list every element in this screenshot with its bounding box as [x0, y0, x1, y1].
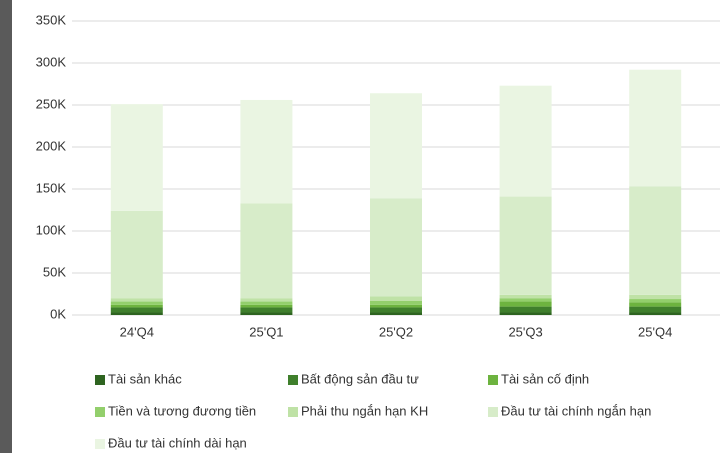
y-tick-label: 0K: [50, 306, 66, 321]
bar-segment: [370, 198, 422, 297]
y-tick-label: 350K: [36, 12, 67, 27]
y-tick-label: 50K: [43, 264, 66, 279]
bar-segment: [240, 203, 293, 299]
bar-segment: [110, 312, 163, 315]
bar-segment: [240, 304, 293, 308]
legend-swatch: [488, 375, 498, 385]
x-tick-label: 25'Q3: [508, 324, 542, 339]
bar-segment: [110, 104, 163, 211]
legend-label: Tài sản khác: [108, 371, 182, 386]
bar-segment: [110, 210, 163, 299]
legend-label: Đầu tư tài chính dài hạn: [108, 435, 247, 450]
bar-segment: [370, 93, 422, 199]
bar-segment: [629, 302, 682, 307]
bar-segment: [629, 299, 682, 303]
bar-segment: [499, 196, 552, 295]
legend-label: Tài sản cố định: [501, 371, 589, 386]
bar-segment: [629, 186, 682, 295]
legend-label: Đầu tư tài chính ngắn hạn: [501, 403, 651, 418]
bar-segment: [370, 300, 422, 305]
x-tick-label: 25'Q4: [638, 324, 672, 339]
bar-segment: [110, 301, 163, 305]
y-tick-label: 150K: [36, 180, 67, 195]
bar-segment: [110, 298, 163, 302]
legend-swatch: [95, 407, 105, 417]
legend-label: Tiền và tương đương tiền: [108, 403, 256, 418]
x-tick-label: 25'Q2: [379, 324, 413, 339]
legend-swatch: [488, 407, 498, 417]
bar-segment: [240, 301, 293, 305]
x-tick-label: 24'Q4: [120, 324, 154, 339]
bar-segment: [240, 312, 293, 315]
legend-swatch: [288, 375, 298, 385]
bar-segment: [240, 307, 293, 313]
bar-segment: [370, 304, 422, 308]
legend-label: Bất động sản đầu tư: [301, 371, 419, 386]
bar-segment: [240, 298, 293, 302]
bar-segment: [629, 312, 682, 315]
y-tick-label: 200K: [36, 138, 67, 153]
legend-swatch: [288, 407, 298, 417]
y-tick-label: 100K: [36, 222, 67, 237]
bar-segment: [629, 294, 682, 300]
bar-segment: [499, 294, 552, 299]
side-strip: [0, 0, 12, 453]
bar-segment: [110, 307, 163, 313]
legend-swatch: [95, 439, 105, 449]
bar-segment: [499, 312, 552, 315]
legend-label: Phải thu ngắn hạn KH: [301, 403, 428, 418]
bar-segment: [370, 307, 422, 313]
bar-segment: [499, 301, 552, 307]
legend-swatch: [95, 375, 105, 385]
bar-segment: [499, 306, 552, 313]
bar-segment: [240, 99, 293, 204]
y-tick-label: 250K: [36, 96, 67, 111]
bar-segment: [110, 304, 163, 308]
bar-segment: [499, 298, 552, 302]
bar-segment: [370, 312, 422, 315]
bar-segment: [499, 85, 552, 197]
x-tick-label: 25'Q1: [249, 324, 283, 339]
bar-segment: [629, 69, 682, 187]
y-tick-label: 300K: [36, 54, 67, 69]
bar-segment: [629, 306, 682, 313]
bar-segment: [370, 296, 422, 301]
